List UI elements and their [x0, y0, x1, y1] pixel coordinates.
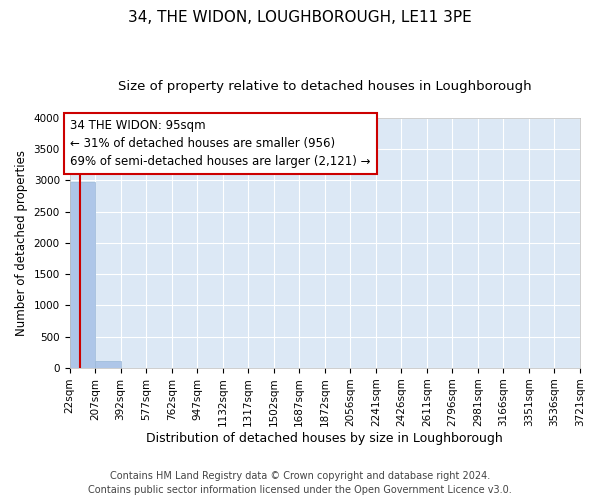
Bar [95, 361, 121, 368]
Text: Contains HM Land Registry data © Crown copyright and database right 2024.
Contai: Contains HM Land Registry data © Crown c… [88, 471, 512, 495]
Bar [70, 182, 95, 368]
Text: 34, THE WIDON, LOUGHBOROUGH, LE11 3PE: 34, THE WIDON, LOUGHBOROUGH, LE11 3PE [128, 10, 472, 25]
X-axis label: Distribution of detached houses by size in Loughborough: Distribution of detached houses by size … [146, 432, 503, 445]
Title: Size of property relative to detached houses in Loughborough: Size of property relative to detached ho… [118, 80, 532, 93]
Text: 34 THE WIDON: 95sqm
← 31% of detached houses are smaller (956)
69% of semi-detac: 34 THE WIDON: 95sqm ← 31% of detached ho… [70, 119, 371, 168]
Y-axis label: Number of detached properties: Number of detached properties [15, 150, 28, 336]
